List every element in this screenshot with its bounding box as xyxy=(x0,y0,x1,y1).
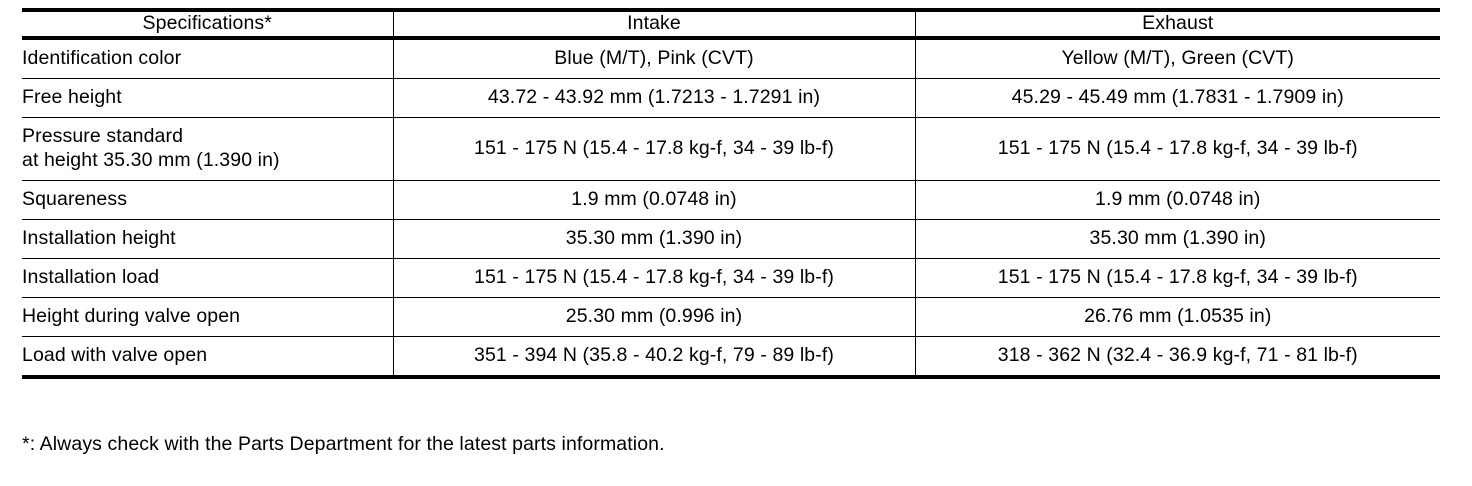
row-label-squareness: Squareness xyxy=(22,180,393,220)
column-header-intake: Intake xyxy=(392,8,915,40)
row-label-pressure-standard-line1: Pressure standard xyxy=(22,125,184,147)
cell-exhaust-free-height: 45.29 - 45.49 mm (1.7831 - 1.7909 in) xyxy=(914,78,1440,118)
cell-intake-squareness: 1.9 mm (0.0748 in) xyxy=(392,180,915,220)
table-row: Load with valve open 351 - 394 N (35.8 -… xyxy=(22,336,1440,379)
table-row: Height during valve open 25.30 mm (0.996… xyxy=(22,297,1440,337)
row-label-pressure-standard: Pressure standard at height 35.30 mm (1.3… xyxy=(22,117,393,181)
cell-intake-load-with-valve-open: 351 - 394 N (35.8 - 40.2 kg-f, 79 - 89 l… xyxy=(392,336,915,379)
cell-exhaust-load-with-valve-open: 318 - 362 N (32.4 - 36.9 kg-f, 71 - 81 l… xyxy=(914,336,1440,379)
cell-exhaust-squareness: 1.9 mm (0.0748 in) xyxy=(914,180,1440,220)
row-label-load-with-valve-open: Load with valve open xyxy=(22,336,393,379)
row-label-identification-color: Identification color xyxy=(22,37,393,79)
table-row: Squareness 1.9 mm (0.0748 in) 1.9 mm (0.… xyxy=(22,180,1440,220)
row-label-pressure-standard-line2: at height 35.30 mm (1.390 in) xyxy=(22,148,280,171)
table-row: Free height 43.72 - 43.92 mm (1.7213 - 1… xyxy=(22,78,1440,118)
cell-intake-identification-color: Blue (M/T), Pink (CVT) xyxy=(392,37,915,79)
cell-intake-installation-load: 151 - 175 N (15.4 - 17.8 kg-f, 34 - 39 l… xyxy=(392,258,915,298)
table-header-row: Specifications* Intake Exhaust xyxy=(22,8,1440,40)
cell-exhaust-installation-height: 35.30 mm (1.390 in) xyxy=(914,219,1440,259)
table-row: Installation load 151 - 175 N (15.4 - 17… xyxy=(22,258,1440,298)
cell-exhaust-height-during-valve-open: 26.76 mm (1.0535 in) xyxy=(914,297,1440,337)
table-row: Identification color Blue (M/T), Pink (C… xyxy=(22,37,1440,79)
table-row: Pressure standard at height 35.30 mm (1.3… xyxy=(22,117,1440,181)
column-header-specifications: Specifications* xyxy=(22,8,393,40)
cell-intake-installation-height: 35.30 mm (1.390 in) xyxy=(392,219,915,259)
row-label-free-height: Free height xyxy=(22,78,393,118)
valve-spring-specifications-table: Specifications* Intake Exhaust Identific… xyxy=(22,8,1440,379)
row-label-installation-load: Installation load xyxy=(22,258,393,298)
cell-exhaust-identification-color: Yellow (M/T), Green (CVT) xyxy=(914,37,1440,79)
table-footnote: *: Always check with the Parts Departmen… xyxy=(22,433,665,455)
column-header-exhaust: Exhaust xyxy=(914,8,1440,40)
row-label-height-during-valve-open: Height during valve open xyxy=(22,297,393,337)
table-row: Installation height 35.30 mm (1.390 in) … xyxy=(22,219,1440,259)
row-label-installation-height: Installation height xyxy=(22,219,393,259)
cell-intake-height-during-valve-open: 25.30 mm (0.996 in) xyxy=(392,297,915,337)
cell-intake-pressure-standard: 151 - 175 N (15.4 - 17.8 kg-f, 34 - 39 l… xyxy=(392,117,915,181)
cell-exhaust-installation-load: 151 - 175 N (15.4 - 17.8 kg-f, 34 - 39 l… xyxy=(914,258,1440,298)
cell-exhaust-pressure-standard: 151 - 175 N (15.4 - 17.8 kg-f, 34 - 39 l… xyxy=(914,117,1440,181)
cell-intake-free-height: 43.72 - 43.92 mm (1.7213 - 1.7291 in) xyxy=(392,78,915,118)
